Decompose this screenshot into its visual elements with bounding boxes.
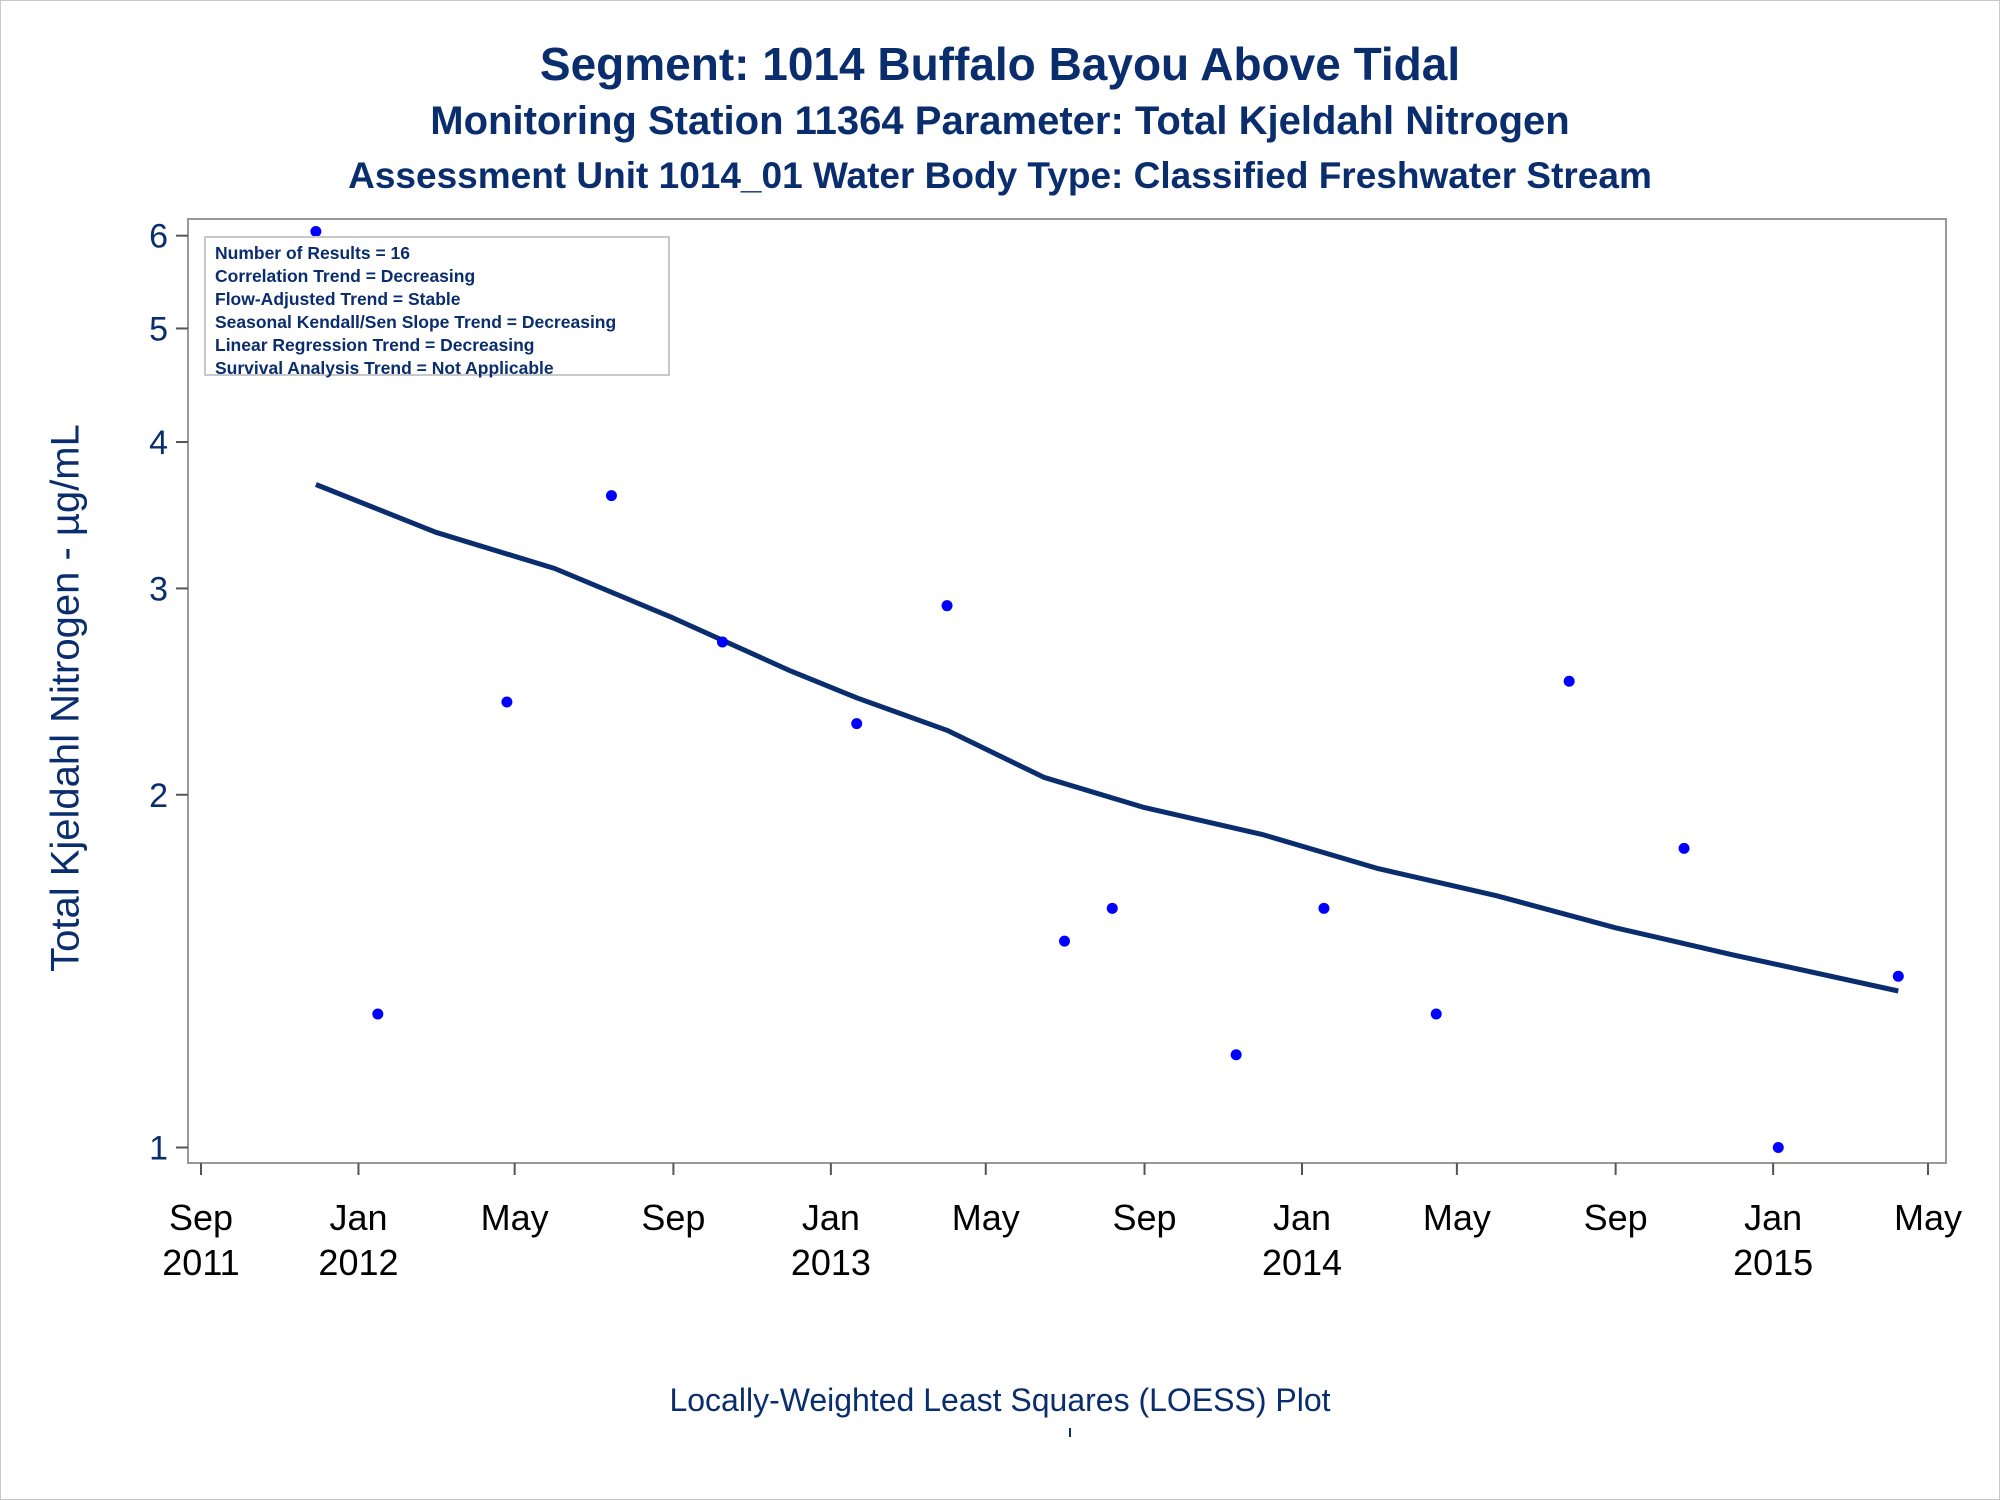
- x-tick-label: May: [1894, 1197, 1962, 1238]
- y-tick-label: 6: [149, 218, 168, 256]
- y-tick-label: 3: [149, 570, 168, 608]
- x-tick-label: Jan: [1273, 1197, 1331, 1238]
- data-point: [716, 636, 728, 648]
- x-tick-year-label: 2014: [1262, 1242, 1342, 1283]
- chart-subtitle-2: Assessment Unit 1014_01 Water Body Type:…: [348, 155, 1652, 196]
- loess-line: [314, 482, 1899, 994]
- x-tick-label: Sep: [1112, 1197, 1176, 1238]
- data-point: [1106, 902, 1118, 914]
- data-point: [1230, 1049, 1242, 1061]
- stat-number-of-results: Number of Results = 16: [215, 243, 410, 263]
- stat-flow-adjusted-trend: Flow-Adjusted Trend = Stable: [215, 289, 461, 309]
- x-tick-label: Jan: [329, 1197, 387, 1238]
- plot-frame: [187, 218, 1947, 1164]
- x-tick-label: May: [952, 1197, 1020, 1238]
- data-point: [1772, 1141, 1784, 1153]
- x-tick-label: May: [481, 1197, 549, 1238]
- data-point: [941, 600, 953, 612]
- data-point: [310, 225, 322, 237]
- chart-subtitle: Monitoring Station 11364 Parameter: Tota…: [430, 99, 1570, 143]
- data-point: [1678, 842, 1690, 854]
- y-tick-label: 5: [149, 310, 168, 348]
- x-tick-label: Jan: [802, 1197, 860, 1238]
- stat-correlation-trend: Correlation Trend = Decreasing: [215, 266, 476, 286]
- data-point: [605, 490, 617, 502]
- stat-seasonal-kendall-trend: Seasonal Kendall/Sen Slope Trend = Decre…: [215, 312, 617, 332]
- y-tick-label: 4: [149, 424, 168, 462]
- x-tick-year-label: 2012: [318, 1242, 398, 1283]
- plot-footnote: Locally-Weighted Least Squares (LOESS) P…: [669, 1382, 1331, 1418]
- x-tick-label: Sep: [169, 1197, 233, 1238]
- data-point: [1892, 970, 1904, 982]
- x-tick-label: Sep: [1584, 1197, 1648, 1238]
- data-point: [1059, 935, 1070, 947]
- x-tick-year-label: 2011: [162, 1242, 239, 1283]
- x-tick-year-label: 2015: [1733, 1242, 1813, 1283]
- data-point: [1318, 902, 1330, 914]
- trend-stats-box: Number of Results = 16 Correlation Trend…: [204, 236, 670, 378]
- x-tick-label: Jan: [1744, 1197, 1802, 1238]
- y-tick-label: 2: [149, 777, 168, 815]
- data-point: [372, 1008, 384, 1020]
- stat-survival-analysis-trend: Survival Analysis Trend = Not Applicable: [215, 358, 554, 378]
- x-tick-label: Sep: [641, 1197, 705, 1238]
- y-axis-title: Total Kjeldahl Nitrogen - µg/mL: [43, 424, 88, 972]
- data-point: [1430, 1008, 1442, 1020]
- x-tick-year-label: 2013: [791, 1242, 871, 1283]
- y-tick-label: 1: [149, 1129, 168, 1167]
- footnote-tick-mark: [1069, 1428, 1071, 1437]
- x-tick-label: May: [1423, 1197, 1491, 1238]
- data-point: [501, 696, 513, 708]
- data-point: [851, 718, 863, 730]
- stat-linear-regression-trend: Linear Regression Trend = Decreasing: [215, 335, 535, 355]
- data-point: [1563, 675, 1575, 687]
- chart-title: Segment: 1014 Buffalo Bayou Above Tidal: [539, 38, 1461, 90]
